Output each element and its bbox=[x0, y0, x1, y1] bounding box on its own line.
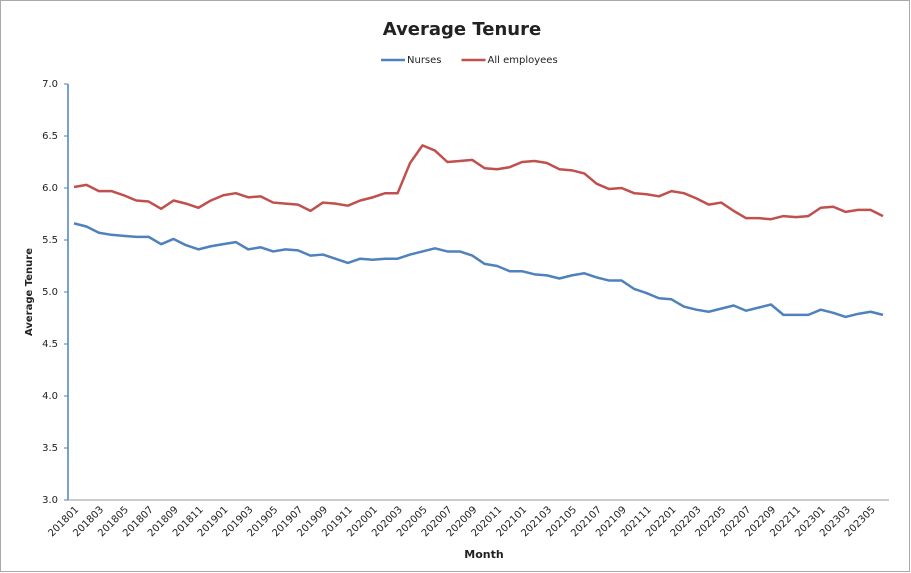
y-tick-label: 4.0 bbox=[42, 391, 58, 402]
x-axis-title: Month bbox=[464, 548, 503, 561]
y-axis-title: Average Tenure bbox=[24, 248, 35, 336]
y-tick-label: 6.0 bbox=[42, 183, 58, 194]
y-tick-label: 3.5 bbox=[42, 443, 58, 454]
series-line bbox=[73, 144, 884, 221]
legend-label: All employees bbox=[488, 55, 558, 66]
chart-title: Average Tenure bbox=[383, 19, 541, 40]
y-tick-label: 5.5 bbox=[42, 235, 58, 246]
series-line bbox=[73, 222, 884, 319]
y-tick-label: 4.5 bbox=[42, 339, 58, 350]
y-tick-label: 3.0 bbox=[42, 495, 58, 506]
legend-label: Nurses bbox=[407, 55, 442, 66]
y-tick-label: 6.5 bbox=[42, 131, 58, 142]
y-tick-label: 7.0 bbox=[42, 79, 58, 90]
y-tick-label: 5.0 bbox=[42, 287, 58, 298]
